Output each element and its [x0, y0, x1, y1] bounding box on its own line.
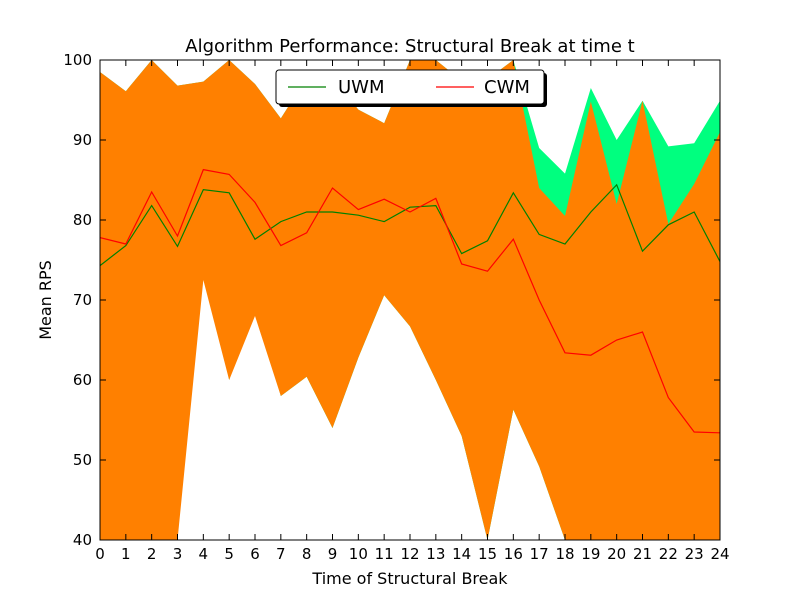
series-line-uwm	[100, 183, 720, 267]
x-tick-label: 7	[276, 545, 286, 563]
band-cwm	[100, 60, 720, 540]
x-axis-ticks: 0 1 2 3 4 5 6 7 8 9 10 11 12 13 14 15 16 17 18 19 20 21 22 23 24	[95, 60, 730, 563]
x-tick-label: 2	[147, 545, 157, 563]
confidence-bands	[100, 60, 720, 540]
legend-box	[275, 69, 545, 105]
x-tick-label: 15	[478, 545, 497, 563]
y-tick-label: 40	[73, 531, 92, 549]
x-tick-label: 17	[530, 545, 549, 563]
y-tick-label: 60	[73, 371, 92, 389]
x-tick-label: 16	[504, 545, 523, 563]
y-tick-label: 80	[73, 211, 92, 229]
x-tick-label: 10	[349, 545, 368, 563]
x-tick-label: 5	[224, 545, 234, 563]
legend-label-uwm: UWM	[338, 77, 385, 98]
x-tick-label: 6	[250, 545, 260, 563]
legend: UWM CWM	[275, 69, 547, 107]
x-tick-label: 13	[426, 545, 445, 563]
series-line-cwm	[100, 168, 720, 434]
legend-label-cwm: CWM	[484, 77, 530, 98]
y-axis-ticks: 40 50 60 70 80 90 100	[63, 51, 720, 549]
y-tick-label: 70	[73, 291, 92, 309]
x-tick-label: 0	[95, 545, 105, 563]
chart-title: Algorithm Performance: Structural Break …	[185, 36, 634, 57]
y-axis-label: Mean RPS	[36, 260, 55, 340]
x-tick-label: 23	[685, 545, 704, 563]
x-tick-label: 14	[452, 545, 471, 563]
x-tick-label: 3	[173, 545, 183, 563]
x-axis-label: Time of Structural Break	[311, 569, 508, 588]
series-lines	[100, 168, 720, 434]
y-tick-label: 50	[73, 451, 92, 469]
x-tick-label: 8	[302, 545, 312, 563]
x-tick-label: 20	[607, 545, 626, 563]
x-tick-label: 12	[400, 545, 419, 563]
y-tick-label: 90	[73, 131, 92, 149]
x-tick-label: 21	[633, 545, 652, 563]
y-tick-label: 100	[63, 51, 92, 69]
x-tick-label: 22	[659, 545, 678, 563]
x-tick-label: 4	[199, 545, 209, 563]
x-tick-label: 11	[375, 545, 394, 563]
x-tick-label: 19	[581, 545, 600, 563]
x-tick-label: 1	[121, 545, 131, 563]
x-tick-label: 18	[555, 545, 574, 563]
x-tick-label: 24	[710, 545, 729, 563]
x-tick-label: 9	[328, 545, 338, 563]
